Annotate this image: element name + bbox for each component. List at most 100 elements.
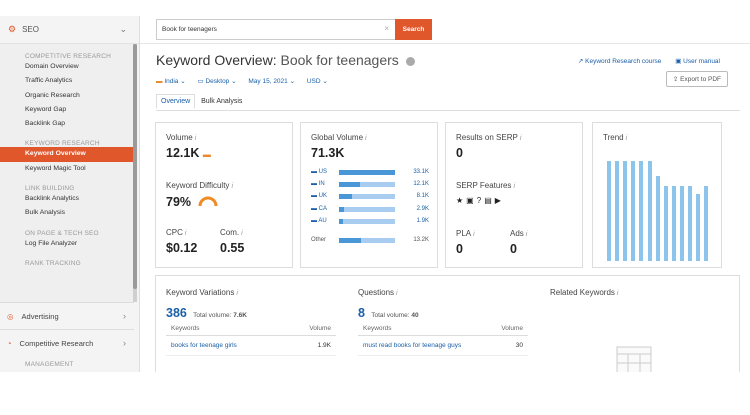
trend-bar [639, 161, 644, 261]
course-link-label: Keyword Research course [585, 58, 662, 65]
questions-label: Questions i [358, 288, 398, 297]
serp-label: Results on SERP i [456, 133, 522, 142]
page-title: Keyword Overview: Book for teenagers [156, 52, 415, 68]
tab-overview[interactable]: Overview [156, 94, 196, 109]
tab-bulk-analysis[interactable]: Bulk Analysis [201, 98, 243, 105]
country-label-uk: ▬ UK [311, 193, 328, 200]
chart-icon: ◔ [7, 338, 12, 348]
variations-label: Keyword Variations i [166, 288, 238, 297]
search-input-value: Book for teenagers [162, 26, 217, 33]
video-icon: ▣ [466, 196, 477, 205]
section-rank-tracking: RANK TRACKING [25, 259, 81, 267]
chevron-right-icon: › [123, 311, 126, 321]
volume-label: Volume i [166, 133, 197, 142]
trend-label: Trend i [603, 133, 628, 142]
country-label-ca: ▬ CA [311, 205, 328, 212]
kd-value: 79% [166, 195, 192, 209]
trend-bar [704, 186, 709, 261]
table-row[interactable]: must read books for teenage guys 30 [358, 336, 528, 356]
nav-competitive-research[interactable]: ◔ Competitive Research › [0, 329, 134, 356]
filter-date[interactable]: May 15, 2021 ⌄ [248, 78, 296, 85]
bottom-blank [0, 372, 750, 415]
country-label-au: ▬ AU [311, 217, 327, 224]
top-links: ↗ Keyword Research course ▣ User manual [566, 57, 720, 65]
sidebar-seo-header[interactable]: ⚙ SEO ⌄ [0, 16, 139, 44]
sidebar-menu: COMPETITIVE RESEARCH Domain Overview Tra… [0, 44, 134, 302]
country-bar [339, 218, 395, 224]
country-value: 1.9K [416, 217, 429, 224]
manual-link[interactable]: ▣ User manual [675, 58, 720, 65]
sidebar-item-domain-overview[interactable]: Domain Overview [25, 63, 79, 70]
nav-label-advertising: Advertising [21, 311, 59, 321]
filter-currency[interactable]: USD ⌄ [306, 78, 328, 85]
filter-device[interactable]: ▭ Desktop ⌄ [197, 78, 237, 85]
section-link-building: LINK BUILDING [25, 185, 75, 193]
volume-value: 12.1K ▬ [166, 146, 211, 160]
tabs: Overview Bulk Analysis [156, 94, 246, 110]
kd-label: Keyword Difficulty i [166, 181, 233, 190]
sidebar-scrollbar[interactable] [133, 44, 137, 302]
country-value: 33.1K [413, 169, 429, 175]
trend-bar [623, 161, 628, 261]
cpc-value: $0.12 [166, 241, 198, 255]
main-content: Keyword Overview: Book for teenagers ↗ K… [140, 44, 750, 375]
star-icon: ★ [456, 196, 467, 205]
play-icon: ▶ [494, 196, 504, 205]
filter-country-label: India [164, 78, 179, 85]
serp-value: 0 [456, 146, 463, 160]
sidebar-item-log-file-analyzer[interactable]: Log File Analyzer [25, 239, 78, 247]
card-keyword-ideas: Keyword Variations i 386 Total volume: 7.… [155, 275, 740, 375]
trend-bar [615, 161, 620, 261]
sidebar-item-organic-research[interactable]: Organic Research [25, 91, 80, 99]
trend-bar [647, 161, 652, 261]
chevron-right-icon: › [123, 338, 126, 348]
ads-label: Ads i [510, 229, 528, 238]
trend-bar [655, 176, 660, 261]
card-global-volume: Global Volume i 71.3K ▬ US 33.1K ▬ IN 12.1K ▬… [300, 122, 438, 268]
clear-icon[interactable]: × [384, 24, 389, 33]
country-bar [339, 182, 395, 188]
search-input[interactable]: Book for teenagers × [156, 19, 396, 40]
search-bar: Book for teenagers × Search [140, 16, 750, 44]
image-icon: ▤ [484, 196, 495, 205]
serp-features-icons: ★▣?▤▶ [456, 196, 504, 205]
trend-bar [696, 194, 701, 261]
manual-link-label: User manual [683, 58, 720, 65]
serp-features-label: SERP Features i [456, 181, 515, 190]
global-value: 71.3K [311, 146, 345, 160]
trend-bar [671, 186, 676, 261]
trend-bar [607, 161, 611, 261]
export-label: Export to PDF [680, 76, 721, 83]
seo-icon: ⚙ [8, 24, 17, 34]
table-row[interactable]: books for teenage girls 1.9K [166, 336, 336, 356]
country-bar [339, 238, 395, 243]
sidebar-item-backlink-analytics[interactable]: Backlink Analytics [25, 195, 80, 203]
questions-table: Keywords Volume must read books for teena… [358, 322, 528, 356]
info-icon[interactable] [405, 56, 415, 66]
chevron-down-icon[interactable]: ⌄ [119, 24, 127, 34]
sidebar-item-keyword-magic-tool[interactable]: Keyword Magic Tool [25, 164, 86, 172]
filter-country[interactable]: ▬ India ⌄ [156, 78, 186, 85]
sidebar-item-keyword-gap[interactable]: Keyword Gap [25, 105, 67, 113]
filter-device-label: Desktop [205, 78, 230, 85]
export-pdf-button[interactable]: ⇪ Export to PDF [665, 71, 728, 87]
sidebar-header-label: SEO [22, 25, 39, 34]
nav-advertising[interactable]: ◎ Advertising › [0, 302, 134, 329]
country-label-in: ▬ IN [311, 181, 325, 188]
card-trend: Trend i [592, 122, 722, 268]
section-management: MANAGEMENT [25, 361, 74, 368]
faq-icon: ? [476, 196, 485, 205]
card-volume: Volume i 12.1K ▬ Keyword Difficulty i 79% … [155, 122, 293, 268]
trend-bar [631, 161, 636, 261]
search-button[interactable]: Search [395, 19, 432, 40]
trend-bar [679, 186, 684, 261]
table-header: Keywords Volume [166, 322, 336, 336]
course-link[interactable]: ↗ Keyword Research course [577, 58, 662, 65]
sidebar-item-bulk-analysis[interactable]: Bulk Analysis [25, 209, 66, 217]
related-label: Related Keywords i [550, 288, 619, 297]
sidebar-item-keyword-overview[interactable]: Keyword Overview [0, 147, 134, 162]
sidebar-item-traffic-analytics[interactable]: Traffic Analytics [25, 77, 73, 85]
sidebar-item-backlink-gap[interactable]: Backlink Gap [25, 120, 66, 128]
section-competitive-research: COMPETITIVE RESEARCH [25, 53, 111, 60]
variations-table: Keywords Volume books for teenage girls 1.… [166, 322, 336, 356]
